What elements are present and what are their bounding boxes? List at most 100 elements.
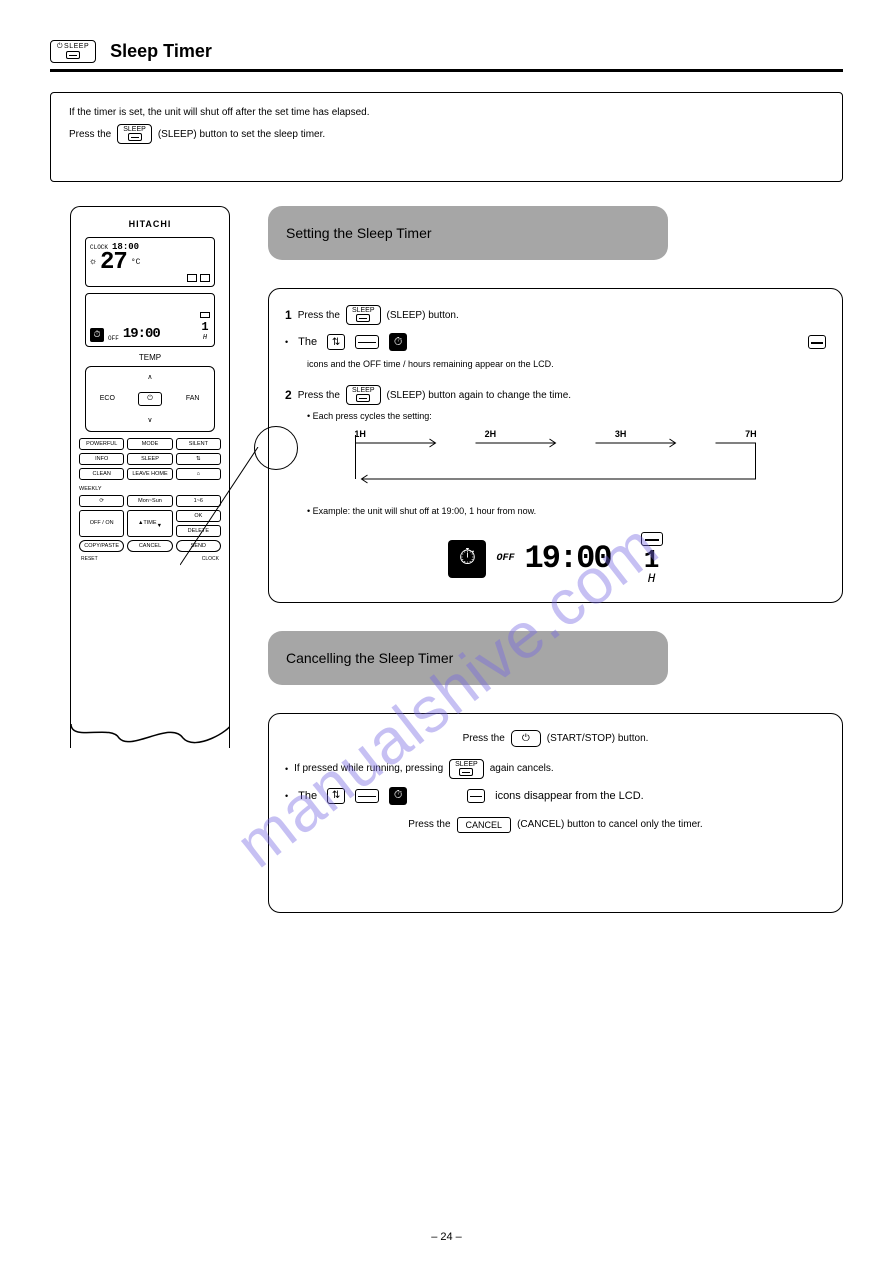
flow-svg (285, 435, 826, 493)
startstop-button-graphic: ⏻ (511, 730, 541, 747)
setting-pill: Setting the Sleep Timer (268, 206, 668, 260)
silent-button[interactable]: SILENT (176, 438, 221, 450)
info-button[interactable]: INFO (79, 453, 124, 465)
step2-sleep-top: SLEEP (352, 387, 375, 394)
cancel-button-graphic: CANCEL (457, 817, 512, 833)
setting-box: 1 Press the SLEEP (SLEEP) button. • The … (268, 288, 843, 603)
clean-button[interactable]: CLEAN (79, 468, 124, 480)
remote-column: HITACHI CLOCK 18:00 ☼ 27 °C OFF (50, 206, 250, 913)
leavehome-button[interactable]: LEAVE HOME (127, 468, 172, 480)
intro-line-2: Press the SLEEP (SLEEP) button to set th… (69, 124, 824, 144)
header-sleep-button: SLEEP (50, 40, 96, 63)
weekly-button[interactable]: ⟳ (79, 495, 124, 507)
copy-button[interactable]: COPY/PASTE (79, 540, 124, 552)
remote-control: HITACHI CLOCK 18:00 ☼ 27 °C OFF (70, 206, 230, 726)
cancel-b1-post: again cancels. (490, 763, 554, 774)
dig-time: 19:00 (525, 540, 611, 577)
remote-bottom-row: COPY/PASTE CANCEL SEND (79, 540, 221, 552)
down-icon[interactable]: ∨ (147, 416, 152, 424)
day-button[interactable]: Mon~Sun (127, 495, 172, 507)
flow-diagram: 1H 2H 3H 7H (285, 435, 826, 496)
cancel-line2: Press the CANCEL (CANCEL) button to canc… (285, 817, 826, 833)
remote-brand: HITACHI (71, 207, 229, 229)
cancel-b2-pre: The (298, 790, 317, 802)
unit-icon (355, 335, 379, 349)
remote-button-grid-1: POWERFUL MODE SILENT INFO SLEEP ⇅ CLEAN … (79, 438, 221, 480)
bed-icon (467, 789, 485, 803)
intro-text-1: If the timer is set, the unit will shut … (69, 107, 370, 118)
cancel-bullet1: • If pressed while running, pressing SLE… (285, 759, 826, 779)
cancel-b2-post: icons disappear from the LCD. (495, 790, 644, 802)
header-rule (50, 69, 843, 72)
swing-icon: ⇅ (327, 788, 345, 804)
powerful-button[interactable]: POWERFUL (79, 438, 124, 450)
page-header: SLEEP Sleep Timer (50, 40, 843, 63)
cancel-box: Press the ⏻ (START/STOP) button. • If pr… (268, 713, 843, 913)
step1-line: 1 Press the SLEEP (SLEEP) button. (285, 305, 826, 325)
step1-sleep-button: SLEEP (346, 305, 381, 325)
cancel-pill: Cancelling the Sleep Timer (268, 631, 668, 685)
intro-box: If the timer is set, the unit will shut … (50, 92, 843, 182)
cancel-sleep-top: SLEEP (455, 761, 478, 768)
step2-num: 2 (285, 388, 292, 402)
cancel-bullet2: • The ⇅ ⏱ icons disappear from the LCD. (285, 787, 826, 805)
lcd2-hunit: H (203, 334, 207, 342)
time-button[interactable]: ▲TIME▼ (127, 510, 172, 537)
cancel-button[interactable]: CANCEL (127, 540, 172, 552)
bed-icon (66, 51, 80, 59)
cancel-b1-pre: If pressed while running, pressing (294, 763, 443, 774)
up-icon[interactable]: ∧ (147, 373, 152, 381)
cancel-l1-pre: Press the (463, 733, 505, 744)
step2-sleep-button: SLEEP (346, 385, 381, 405)
bed-icon (808, 335, 826, 349)
remote-timer-row: ⟳ Mon~Sun 1~6 (79, 495, 221, 507)
auto-swing-icon (187, 274, 197, 282)
lcd2-off: OFF (108, 335, 119, 342)
fan-level-icon (200, 274, 210, 282)
ok-button[interactable]: OK (176, 510, 221, 522)
cancel-l2-pre: Press the (408, 819, 450, 830)
step1-bullet: • The ⇅ ⏱ (285, 333, 826, 351)
step1-pre: Press the (298, 310, 340, 321)
page-title: Sleep Timer (110, 41, 212, 62)
prog-button[interactable]: 1~6 (176, 495, 221, 507)
dig-hours: 1 H (641, 532, 663, 586)
lcd2-hnum: 1 (201, 320, 208, 334)
remote-dpad: ∧ ECO ⏻ FAN ∨ (85, 366, 215, 432)
step2-post: (SLEEP) button again to change the time. (387, 390, 572, 401)
mode-button[interactable]: MODE (127, 438, 172, 450)
clock-filled-icon: ⏱ (389, 333, 407, 351)
cancel-l1-post: (START/STOP) button. (547, 733, 649, 744)
clock-filled-icon: ⏱ (448, 540, 486, 578)
bed-icon (356, 314, 370, 322)
cancel-pill-text: Cancelling the Sleep Timer (286, 650, 453, 666)
intro-sleep-button: SLEEP (117, 124, 152, 144)
header-sleep-text: SLEEP (57, 43, 89, 50)
lcd2-hours: 1 H (200, 312, 210, 342)
swing-button[interactable]: ⇅ (176, 453, 221, 465)
sun-icon: ☼ (90, 257, 96, 268)
dig-off: OFF (496, 553, 514, 564)
startstop-button[interactable]: ⏻ (138, 392, 162, 406)
fan-button[interactable]: FAN (186, 395, 200, 402)
off-on-timer-button[interactable]: OFF / ON (79, 510, 124, 537)
flow-2h: 2H (485, 429, 497, 439)
intro-text-2b: (SLEEP) button to set the sleep timer. (158, 129, 325, 140)
sleep-button[interactable]: SLEEP (127, 453, 172, 465)
send-button[interactable]: SEND (176, 540, 221, 552)
clock-hole-label: CLOCK (202, 556, 219, 562)
reset-label: RESET (81, 556, 98, 562)
swing-icon: ⇅ (327, 334, 345, 350)
right-column: Setting the Sleep Timer 1 Press the SLEE… (268, 206, 843, 913)
remote-lcd-main: CLOCK 18:00 ☼ 27 °C (85, 237, 215, 287)
delete-button[interactable]: DELETE (176, 525, 221, 537)
step1-bullet-pre: The (298, 336, 317, 348)
flow-3h: 3H (615, 429, 627, 439)
digital-display-example: ⏱ OFF 19:00 1 H (285, 532, 826, 586)
step1-bullet-post: icons and the OFF time / hours remaining… (285, 359, 826, 369)
cancel-sleep-button: SLEEP (449, 759, 484, 779)
step2-pre: Press the (298, 390, 340, 401)
eco-button[interactable]: ECO (100, 395, 115, 402)
home-button[interactable]: ⌂ (176, 468, 221, 480)
temp-label: TEMP (71, 353, 229, 362)
